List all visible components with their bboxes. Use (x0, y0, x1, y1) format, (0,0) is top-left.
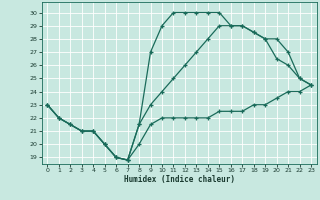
X-axis label: Humidex (Indice chaleur): Humidex (Indice chaleur) (124, 175, 235, 184)
